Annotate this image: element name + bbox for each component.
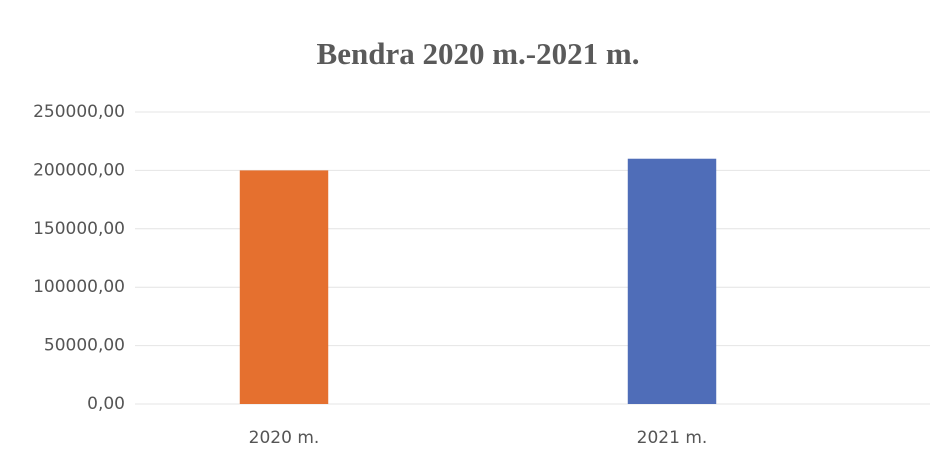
- y-tick-label: 0,00: [87, 394, 125, 414]
- chart-title: Bendra 2020 m.-2021 m.: [317, 36, 640, 71]
- y-tick-label: 100000,00: [33, 277, 125, 297]
- x-tick-label: 2021 m.: [637, 428, 708, 448]
- y-tick-label: 50000,00: [44, 336, 125, 356]
- y-tick-label: 150000,00: [33, 219, 125, 239]
- y-tick-label: 200000,00: [33, 160, 125, 180]
- bar: [239, 170, 329, 404]
- y-tick-label: 250000,00: [33, 102, 125, 122]
- x-tick-label: 2020 m.: [249, 428, 320, 448]
- bar: [627, 158, 717, 404]
